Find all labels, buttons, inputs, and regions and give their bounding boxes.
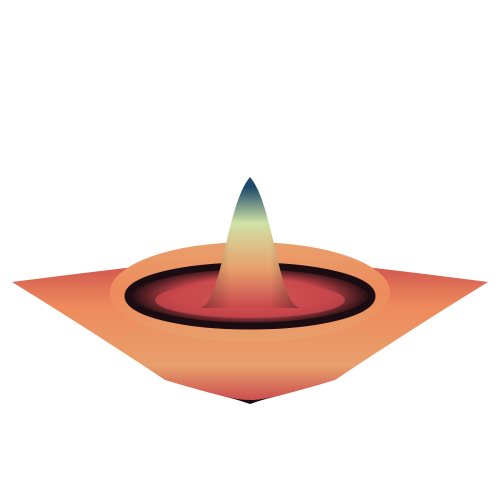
surface-peak-shade xyxy=(200,177,300,308)
surface-bottom-tip xyxy=(225,396,275,404)
